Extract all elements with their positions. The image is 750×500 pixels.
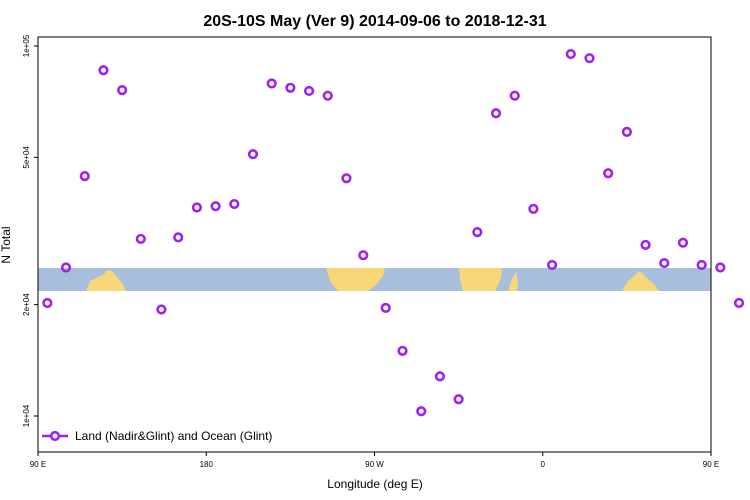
data-points: [42, 48, 745, 417]
land-patch: [459, 268, 502, 291]
surface-band: [38, 268, 711, 291]
data-point: [303, 85, 315, 97]
data-point: [42, 297, 53, 309]
legend-marker: [49, 430, 61, 442]
data-point: [509, 90, 520, 101]
x-tick-label: 90 W: [365, 460, 384, 469]
data-point: [677, 237, 689, 248]
data-point: [380, 302, 391, 313]
plot-frame: [37, 36, 712, 453]
legend: Land (Nadir&Glint) and Ocean (Glint): [42, 429, 272, 443]
data-point: [453, 394, 464, 405]
data-point: [490, 108, 502, 119]
data-point: [546, 259, 558, 271]
data-point: [659, 257, 670, 269]
x-tick-label: 0: [541, 460, 546, 469]
data-point: [156, 304, 167, 315]
data-point: [733, 297, 745, 309]
data-point: [696, 259, 707, 271]
data-point: [229, 198, 240, 210]
chart-title: 20S-10S May (Ver 9) 2014-09-06 to 2018-1…: [203, 13, 546, 30]
data-point: [584, 53, 595, 64]
data-point: [322, 90, 333, 101]
y-axis-label: N Total: [0, 226, 13, 263]
data-point: [191, 202, 203, 213]
data-point: [173, 232, 184, 243]
land-patch: [86, 270, 126, 291]
legend-label: Land (Nadir&Glint) and Ocean (Glint): [75, 429, 272, 443]
land-patch: [508, 272, 518, 291]
data-point: [416, 406, 427, 417]
x-axis-label: Longitude (deg E): [327, 477, 422, 491]
data-point: [434, 371, 446, 382]
data-point: [358, 250, 369, 261]
data-point: [472, 227, 483, 238]
data-point: [247, 149, 259, 160]
data-point: [640, 239, 651, 251]
y-tick-label: 5e+04: [22, 146, 31, 169]
data-point: [135, 233, 146, 245]
data-point: [528, 203, 539, 214]
data-point: [60, 262, 72, 273]
data-point: [565, 48, 576, 60]
y-tick-label: 2e+04: [22, 293, 31, 316]
data-point: [621, 126, 632, 137]
data-point: [210, 201, 221, 212]
data-point: [98, 65, 109, 76]
data-point: [117, 84, 128, 96]
data-point: [266, 78, 277, 89]
data-point: [397, 345, 408, 356]
data-point: [285, 82, 296, 93]
land-patch: [622, 271, 659, 291]
x-tick-label: 90 E: [30, 460, 46, 469]
data-point: [341, 173, 352, 184]
y-tick-label: 1e+04: [22, 404, 31, 427]
x-tick-label: 180: [200, 460, 214, 469]
data-point: [715, 262, 726, 273]
data-point: [79, 171, 90, 182]
x-tick-label: 90 E: [703, 460, 719, 469]
land-patch: [326, 268, 385, 291]
data-point: [603, 168, 614, 179]
y-tick-label: 1e+05: [22, 34, 31, 57]
